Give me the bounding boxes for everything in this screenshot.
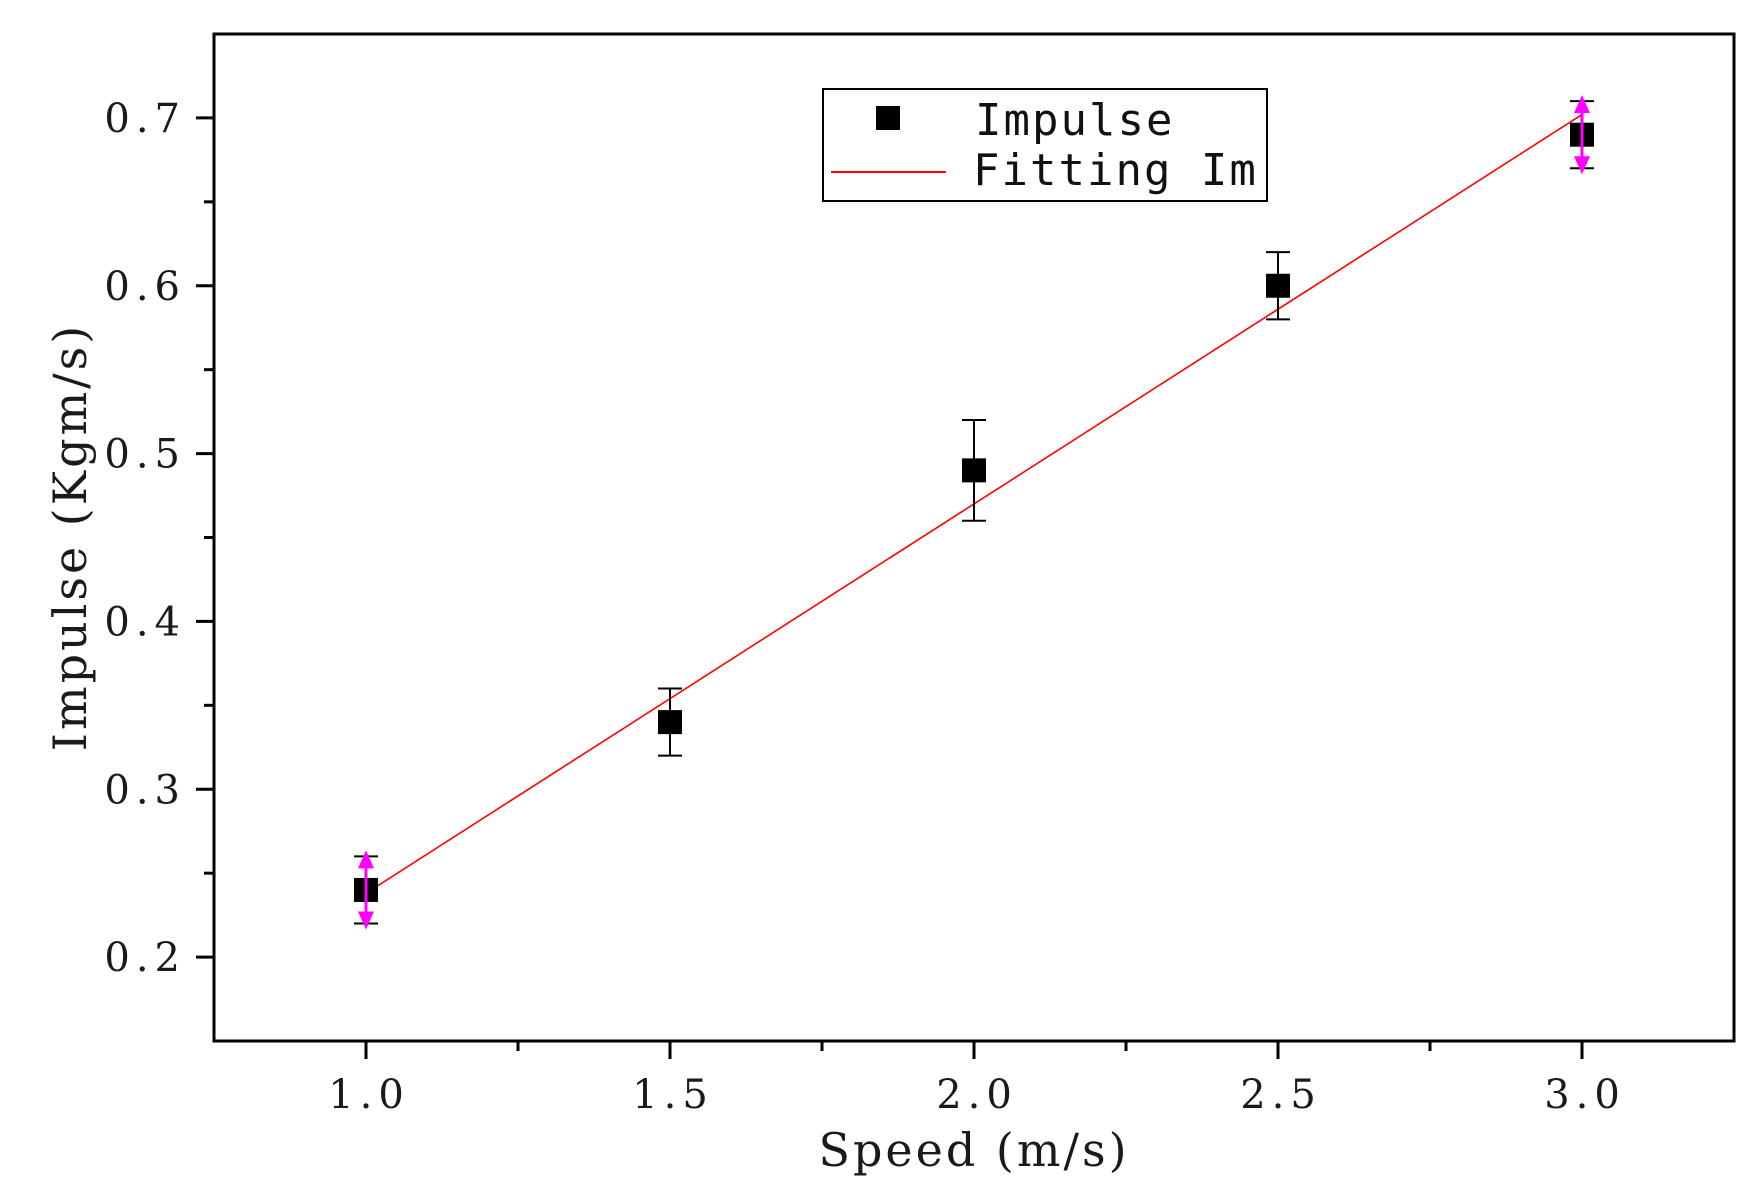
x-tick-label: 2.0 — [936, 1072, 1018, 1118]
highlight-arrow-down-icon — [1574, 156, 1590, 175]
legend: Impulse Fitting Im — [822, 88, 1268, 202]
x-axis-tick-labels: 1.0 1.5 2.0 2.5 3.0 — [328, 1072, 1626, 1118]
data-point-square — [658, 710, 682, 735]
highlight-arrow — [1574, 95, 1590, 175]
y-tick-label: 0.3 — [104, 767, 186, 813]
highlight-arrow — [358, 850, 374, 930]
y-axis-tick-labels: 0.2 0.3 0.4 0.5 0.6 0.7 — [104, 96, 186, 981]
data-point-square — [1266, 273, 1290, 298]
legend-label-fitting: Fitting Im — [973, 145, 1258, 196]
x-tick-label: 1.5 — [632, 1072, 714, 1118]
highlight-arrow-up-icon — [1574, 95, 1590, 114]
highlight-error-arrows — [358, 95, 1590, 930]
legend-square-marker-icon — [876, 106, 900, 130]
data-point-square — [962, 458, 986, 483]
y-tick-label: 0.6 — [104, 264, 186, 310]
y-axis-ticks — [196, 116, 214, 959]
y-tick-label: 0.5 — [104, 432, 186, 478]
x-axis-title: Speed (m/s) — [818, 1123, 1129, 1177]
y-tick-label: 0.2 — [104, 935, 186, 981]
y-tick-label: 0.7 — [104, 96, 186, 142]
x-tick-label: 1.0 — [328, 1072, 410, 1118]
highlight-arrow-up-icon — [358, 850, 374, 869]
highlight-arrow-down-icon — [358, 911, 374, 930]
x-axis-ticks — [364, 1041, 1584, 1059]
x-tick-label: 2.5 — [1240, 1072, 1322, 1118]
x-tick-label: 3.0 — [1544, 1072, 1626, 1118]
y-axis-title: Impulse (Kgm/s) — [43, 323, 97, 751]
legend-label-impulse: Impulse — [975, 95, 1174, 146]
y-tick-label: 0.4 — [104, 599, 186, 645]
